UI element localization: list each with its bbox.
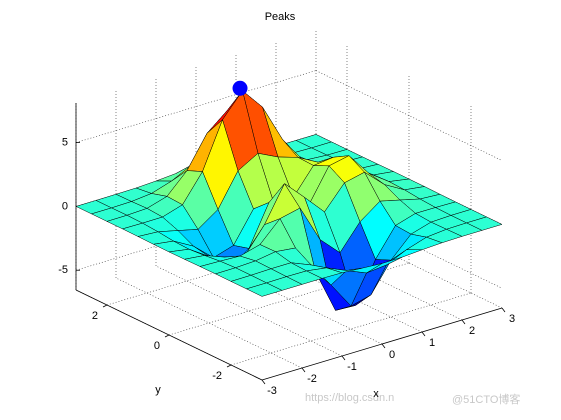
surface-patch [245, 282, 283, 297]
y-tick-label: 2 [92, 310, 98, 322]
x-axis-label: x [373, 388, 379, 400]
tick-mark [261, 379, 266, 385]
tick-mark [461, 319, 466, 325]
x-tick-label: 2 [469, 325, 475, 337]
watermark: https://blog.csdn.n [305, 392, 394, 404]
y-tick-label: -2 [212, 370, 222, 382]
tick-mark [501, 307, 506, 313]
tick-mark [381, 343, 386, 349]
x-tick-label: -3 [267, 385, 277, 397]
y-axis-label: y [155, 384, 161, 396]
z-tick-label: -5 [58, 264, 68, 276]
chart-title: Peaks [265, 11, 296, 23]
tick-mark [164, 334, 170, 338]
y-tick-label: 0 [154, 340, 160, 352]
x-tick-label: 3 [509, 313, 515, 325]
tick-mark [102, 304, 108, 308]
peak-marker [232, 80, 248, 96]
tick-mark [341, 355, 346, 361]
tick-mark [226, 364, 232, 368]
tick-mark [301, 367, 306, 373]
x-tick-label: 1 [429, 337, 435, 349]
x-tick-label: -1 [347, 361, 357, 373]
x-tick-label: -2 [307, 373, 317, 385]
x-tick-label: 0 [389, 349, 395, 361]
z-tick-label: 5 [62, 136, 68, 148]
z-tick-label: 0 [62, 200, 68, 212]
tick-mark [421, 331, 426, 337]
watermark: @51CTO博客 [452, 392, 520, 406]
